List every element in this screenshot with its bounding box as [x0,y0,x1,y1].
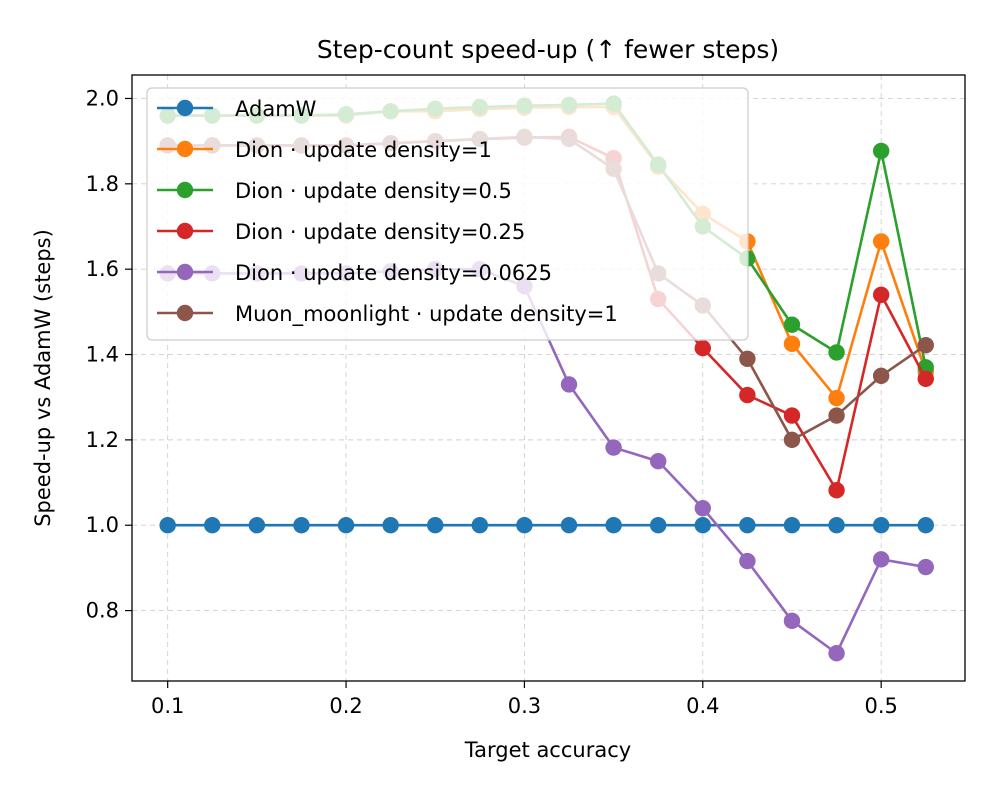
data-point [783,316,801,333]
data-point [872,551,890,568]
data-point [516,517,533,534]
data-point [605,517,622,534]
axis-ticks: 0.1 0.2 0.3 0.4 0.5 0.8 1.0 1.2 1.4 1.6 1.8 2.0 [86,86,898,718]
data-point [694,339,711,357]
data-point [917,370,934,388]
x-tick-label: 0.2 [329,694,362,718]
data-point [783,612,801,630]
data-point [783,517,801,534]
data-point [739,386,756,404]
data-point [605,439,622,456]
data-point [560,376,578,393]
x-tick-label: 0.5 [864,694,897,718]
legend-marker [176,263,194,281]
data-point [872,367,890,385]
legend-marker [176,99,194,117]
y-tick-label: 1.0 [86,513,119,537]
data-point [917,558,934,576]
data-point [159,517,176,534]
y-tick-label: 1.4 [86,343,119,367]
data-point [872,142,890,160]
y-tick-label: 1.2 [86,428,119,452]
data-point [248,517,266,534]
legend-marker [176,181,194,199]
y-tick-label: 2.0 [86,86,119,110]
legend-marker [176,304,194,322]
data-point [917,336,934,354]
legend-box [146,87,749,341]
data-point [872,286,890,303]
series-0 [159,517,934,534]
data-point [649,453,667,470]
y-tick-label: 0.8 [86,599,119,623]
data-point [783,335,801,353]
data-point [694,499,711,517]
data-point [382,517,399,534]
data-point [560,517,578,534]
x-tick-label: 0.3 [508,694,541,718]
y-tick-label: 1.6 [86,257,119,281]
data-point [293,517,310,534]
data-point [828,407,845,424]
data-point [783,431,801,449]
legend-label: AdamW [235,97,317,121]
chart-title: Step-count speed-up (↑ fewer steps) [317,35,779,64]
data-point [427,517,444,534]
x-tick-label: 0.1 [151,694,184,718]
legend-label: Muon_moonlight · update density=1 [235,302,618,327]
plot-frame [131,74,966,682]
data-point [872,233,890,250]
legend-label: Dion · update density=1 [235,138,492,162]
x-tick-label: 0.4 [686,694,719,718]
legend-marker [176,140,194,158]
data-point [917,517,934,534]
data-point [783,407,801,424]
data-point [739,552,756,570]
y-tick-label: 1.8 [86,172,119,196]
data-point [872,517,890,534]
data-point [204,517,221,534]
data-point [828,517,845,534]
legend-label: Dion · update density=0.0625 [235,261,552,285]
data-point [649,517,667,534]
legend-marker [176,222,194,240]
data-point [828,645,845,662]
data-point [471,517,489,534]
data-point [694,517,711,534]
data-point [828,389,845,407]
legend-label: Dion · update density=0.5 [235,179,512,203]
data-point [337,517,355,534]
legend: AdamW Dion · update density=1 Dion · updat… [146,87,749,341]
data-point [828,344,845,361]
data-point [739,517,756,534]
data-point [739,350,756,367]
x-axis-label: Target accuracy [464,738,631,762]
y-axis-label: Speed-up vs AdamW (steps) [31,229,55,527]
data-point [828,482,845,499]
legend-label: Dion · update density=0.25 [235,220,525,244]
